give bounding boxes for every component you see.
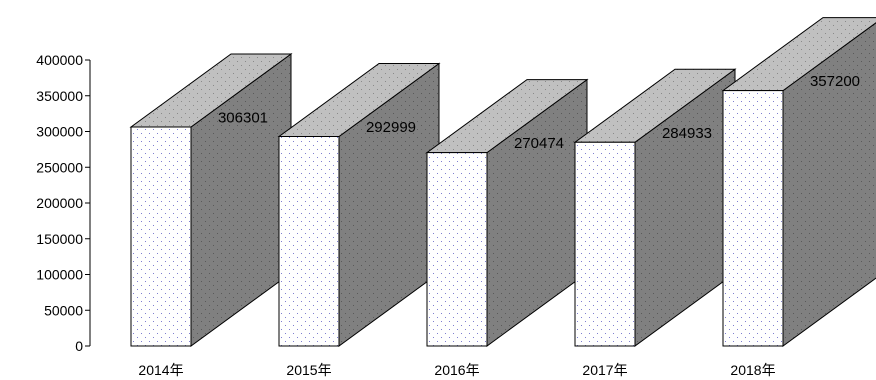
y-tick-label: 50000 [44, 302, 83, 318]
y-tick-label: 250000 [36, 159, 83, 175]
data-labels: 306301 292999 270474 284933 357200 [218, 73, 860, 152]
x-tick-label: 2015年 [286, 362, 331, 378]
bar [573, 68, 737, 347]
bar [129, 53, 293, 347]
x-tick-label: 2017年 [582, 362, 627, 378]
y-tick-label: 150000 [36, 231, 83, 247]
bar-front-face [722, 90, 784, 347]
bar [721, 17, 876, 347]
y-axis: 400000 350000 300000 250000 200000 150000 1000… [36, 52, 91, 354]
bar-front-face [278, 136, 340, 347]
x-tick-label: 2014年 [138, 362, 183, 378]
y-tick-label: 350000 [36, 88, 83, 104]
y-tick-label: 200000 [36, 195, 83, 211]
bar-front-face [130, 126, 192, 347]
bar [425, 78, 589, 347]
x-axis: 2014年 2015年 2016年 2017年 2018年 [138, 362, 775, 378]
data-label: 284933 [662, 125, 712, 142]
y-tick-label: 300000 [36, 124, 83, 140]
data-label: 357200 [810, 73, 860, 90]
data-label: 306301 [218, 109, 268, 126]
data-label: 292999 [366, 119, 416, 136]
bar-front-face [426, 152, 488, 347]
y-tick-label: 100000 [36, 267, 83, 283]
x-tick-label: 2018年 [730, 362, 775, 378]
bar [277, 62, 441, 347]
data-label: 270474 [514, 135, 564, 152]
x-tick-label: 2016年 [434, 362, 479, 378]
bars [129, 17, 876, 347]
y-tick-label: 0 [75, 338, 83, 354]
bar-front-face [574, 141, 636, 347]
y-tick-label: 400000 [36, 52, 83, 68]
